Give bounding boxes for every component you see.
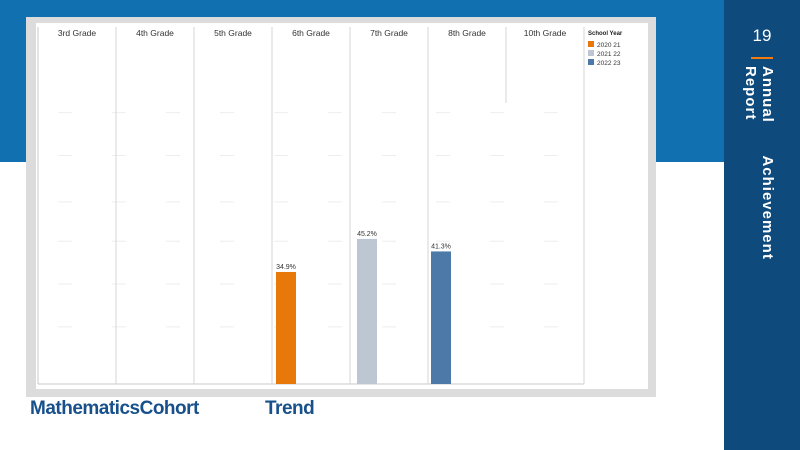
- slide-title-trend: Trend: [265, 398, 315, 419]
- legend-label-1: 2021 22: [597, 51, 621, 58]
- column-header-3rd-grade: 3rd Grade: [58, 28, 97, 38]
- column-header-10th-grade: 10th Grade: [524, 28, 567, 38]
- side-panel: 19 Annual Achievement Report: [724, 0, 800, 450]
- chart-frame: 3rd Grade 4th Grade 5th Grade 6th Grade 7th …: [26, 17, 656, 397]
- page-number: 19: [752, 26, 772, 45]
- data-label-8th-grade: 41.3%: [431, 243, 451, 250]
- data-label-7th-grade: 45.2%: [357, 231, 377, 238]
- bar-7th-grade: [357, 238, 377, 384]
- chart-area: 3rd Grade 4th Grade 5th Grade 6th Grade 7th …: [36, 23, 648, 389]
- legend-label-2: 2022 23: [597, 60, 621, 67]
- legend-label-0: 2020 21: [597, 42, 621, 49]
- slide-title-subject: MathematicsCohort: [30, 398, 199, 419]
- page-number-underline: [751, 57, 773, 59]
- report-title: Annual Achievement Report: [742, 66, 776, 260]
- data-label-6th-grade: 34.9%: [276, 264, 296, 271]
- column-header-6th-grade: 6th Grade: [292, 28, 330, 38]
- legend-swatch-2: [588, 59, 594, 65]
- legend-title: School Year: [588, 31, 623, 37]
- column-header-7th-grade: 7th Grade: [370, 28, 408, 38]
- bar-6th-grade: [276, 271, 296, 384]
- cohort-bar-chart: 3rd Grade 4th Grade 5th Grade 6th Grade 7th …: [37, 27, 623, 385]
- column-header-8th-grade: 8th Grade: [448, 28, 486, 38]
- bar-8th-grade: [431, 251, 451, 384]
- column-header-5th-grade: 5th Grade: [214, 28, 252, 38]
- column-header-4th-grade: 4th Grade: [136, 28, 174, 38]
- legend-swatch-1: [588, 50, 594, 56]
- legend-swatch-0: [588, 41, 594, 47]
